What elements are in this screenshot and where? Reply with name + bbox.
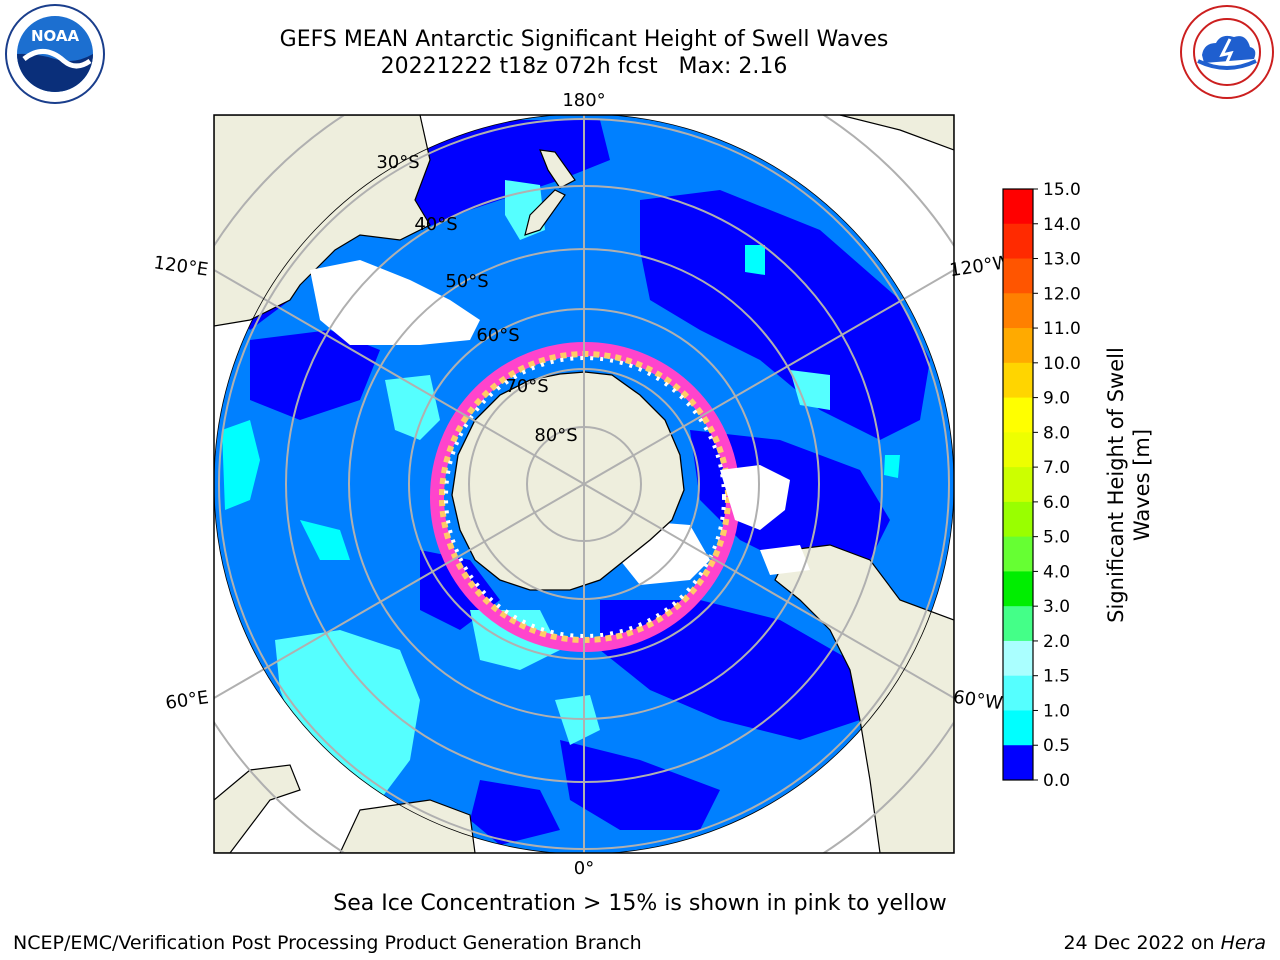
colorbar-swatch xyxy=(1003,536,1033,572)
colorbar-swatch xyxy=(1003,571,1033,607)
colorbar-tick-label: 15.0 xyxy=(1043,180,1081,200)
national-weather-service-logo xyxy=(1180,5,1274,99)
lat-label-60s: 60°S xyxy=(476,325,519,346)
colorbar-frame xyxy=(1002,188,1034,781)
antarctica xyxy=(451,371,685,591)
colorbar-label-line2: Waves [m] xyxy=(1130,429,1154,541)
colorbar-label: Significant Height of Swell Waves [m] xyxy=(1104,347,1154,623)
lat-label-30s: 30°S xyxy=(376,152,419,173)
colorbar-swatch xyxy=(1003,501,1033,538)
colorbar-tick-label: 0.5 xyxy=(1043,736,1070,756)
colorbar-swatch xyxy=(1003,362,1033,399)
noaa-logo-text: NOAA xyxy=(31,27,80,45)
graticule xyxy=(214,115,954,853)
map-frame xyxy=(213,114,955,854)
colorbar-swatch xyxy=(1003,640,1033,677)
colorbar-swatch xyxy=(1003,675,1033,711)
lat-label-50s: 50°S xyxy=(445,271,488,292)
colorbar-tick-label: 8.0 xyxy=(1043,423,1070,443)
colorbar-tick-label: 10.0 xyxy=(1043,354,1081,374)
lon-label-0: 0° xyxy=(574,858,594,879)
map-title: GEFS MEAN Antarctic Significant Height o… xyxy=(279,27,889,52)
lon-label-180: 180° xyxy=(562,90,605,111)
colorbar-tick-label: 12.0 xyxy=(1043,284,1081,304)
colorbar-swatch xyxy=(1003,745,1033,781)
host-name: Hera xyxy=(1220,932,1266,954)
lon-label-60w: 60°W xyxy=(952,687,1004,715)
latitude-labels: 30°S 40°S 50°S 60°S 70°S 80°S xyxy=(376,152,577,446)
colorbar-tick-label: 3.0 xyxy=(1043,597,1070,617)
colorbar-tick-label: 11.0 xyxy=(1043,319,1081,339)
date-value: 24 Dec 2022 on xyxy=(1063,932,1221,954)
date-text: 24 Dec 2022 on Hera xyxy=(1063,932,1266,954)
colorbar-tick-label: 4.0 xyxy=(1043,562,1070,582)
lon-label-120e: 120°E xyxy=(152,252,209,280)
noaa-logo: NOAA xyxy=(5,4,105,104)
colorbar-swatch xyxy=(1003,258,1033,294)
colorbar-tick-label: 1.5 xyxy=(1043,667,1070,687)
colorbar-tick-label: 0.0 xyxy=(1043,771,1070,791)
colorbar-swatch xyxy=(1003,293,1033,329)
colorbar-tick-label: 13.0 xyxy=(1043,250,1081,270)
colorbar: 15.0 14.0 13.0 12.0 11.0 10.0 9.0 8.0 7.0 6.0 5.0 4… xyxy=(1002,180,1081,791)
colorbar-swatch xyxy=(1003,328,1033,364)
land-masses xyxy=(214,115,954,853)
colorbar-swatch xyxy=(1003,189,1033,225)
colorbar-swatch xyxy=(1003,397,1033,433)
colorbar-tick-label: 6.0 xyxy=(1043,493,1070,513)
colorbar-tick-label: 5.0 xyxy=(1043,528,1070,548)
colorbar-tick-label: 1.0 xyxy=(1043,701,1070,721)
colorbar-swatch xyxy=(1003,467,1033,503)
colorbar-tick-label: 7.0 xyxy=(1043,458,1070,478)
colorbar-swatch xyxy=(1003,606,1033,642)
lon-label-60e: 60°E xyxy=(164,687,210,714)
colorbar-swatch xyxy=(1003,710,1033,746)
lat-label-40s: 40°S xyxy=(414,214,457,235)
lat-label-70s: 70°S xyxy=(505,376,548,397)
colorbar-tick-label: 14.0 xyxy=(1043,215,1081,235)
sea-ice-caption: Sea Ice Concentration > 15% is shown in … xyxy=(333,891,947,916)
colorbar-swatch xyxy=(1003,223,1033,260)
credit-text: NCEP/EMC/Verification Post Processing Pr… xyxy=(13,932,642,954)
colorbar-swatch xyxy=(1003,432,1033,468)
colorbar-tick-label: 9.0 xyxy=(1043,389,1070,409)
lat-label-80s: 80°S xyxy=(534,425,577,446)
colorbar-label-line1: Significant Height of Swell xyxy=(1104,347,1128,623)
colorbar-tick-label: 2.0 xyxy=(1043,632,1070,652)
map-subtitle: 20221222 t18z 072h fcst Max: 2.16 xyxy=(380,54,788,79)
